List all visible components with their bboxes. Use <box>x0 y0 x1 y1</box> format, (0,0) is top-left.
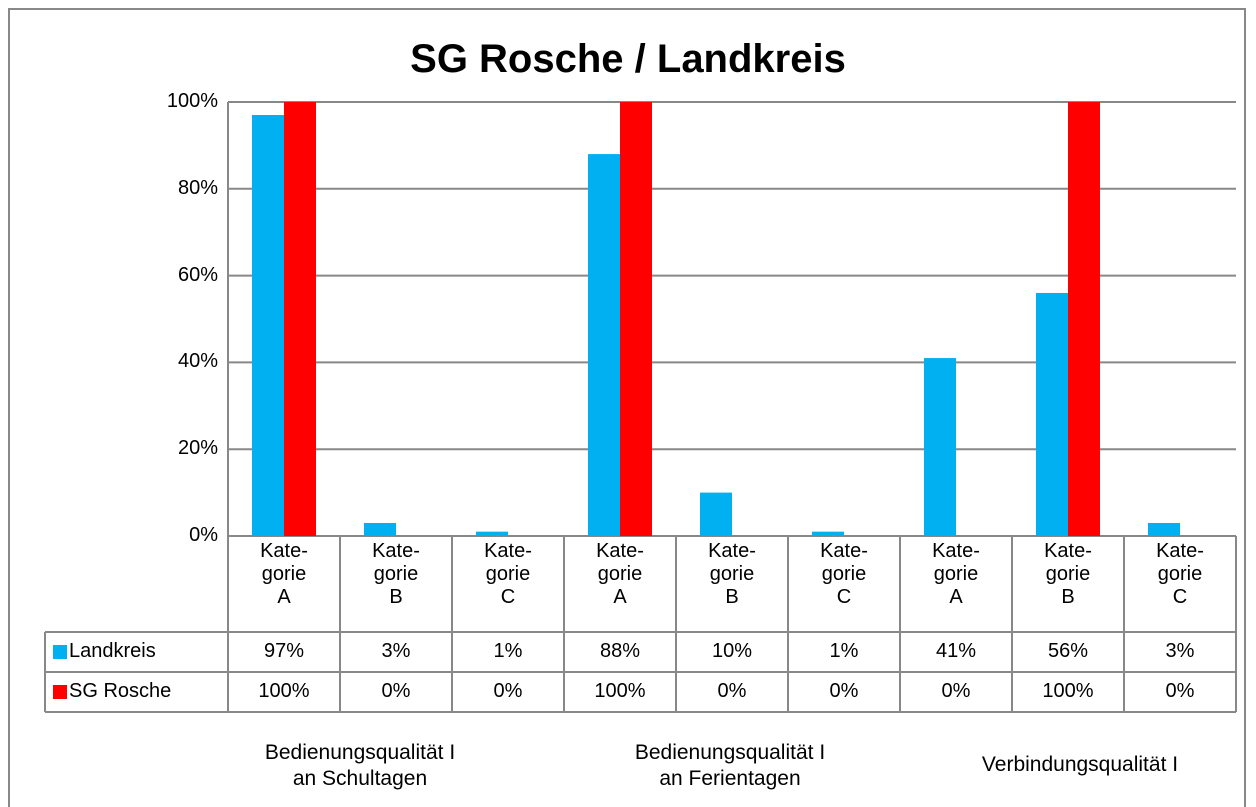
x-tick-label: Kate- gorie A <box>260 540 308 608</box>
y-tick-label: 100% <box>166 90 218 112</box>
y-tick-label: 20% <box>177 437 218 460</box>
x-tick-label: Kate- gorie A <box>596 540 644 608</box>
legend-label: Landkreis <box>69 640 156 662</box>
table-value: 0% <box>941 680 971 702</box>
bar <box>700 492 732 536</box>
chart-title: SG Rosche / Landkreis <box>410 37 846 81</box>
bar <box>1068 102 1100 536</box>
y-tick-label: 80% <box>177 176 218 199</box>
table-value: 0% <box>1165 680 1195 702</box>
bar <box>476 531 508 536</box>
table-value: 0% <box>381 680 411 702</box>
x-tick-label: Kate- gorie B <box>1044 540 1092 608</box>
group-label: Bedienungsqualität I an Ferientagen <box>634 741 826 790</box>
legend-swatch <box>53 685 67 699</box>
x-tick-label: Kate- gorie B <box>372 540 420 608</box>
y-tick-label: 0% <box>189 524 218 546</box>
table-value: 10% <box>711 640 753 662</box>
table-value: 1% <box>493 640 523 662</box>
x-tick-label: Kate- gorie B <box>708 540 756 608</box>
y-tick-label: 60% <box>177 263 218 286</box>
legend-label: SG Rosche <box>69 680 172 702</box>
bar <box>284 102 316 536</box>
table-value: 97% <box>263 640 305 662</box>
bar <box>252 115 284 537</box>
table-value: 1% <box>829 640 859 662</box>
bar <box>924 358 956 536</box>
table-value: 0% <box>493 680 523 702</box>
bar <box>620 102 652 536</box>
x-tick-label: Kate- gorie C <box>1156 540 1204 608</box>
table-value: 100% <box>1042 680 1094 702</box>
bar <box>1036 292 1068 536</box>
table-value: 0% <box>717 680 747 702</box>
x-tick-label: Kate- gorie A <box>932 540 980 608</box>
table-value: 88% <box>599 640 641 662</box>
table-value: 100% <box>258 680 310 702</box>
table-value: 100% <box>594 680 646 702</box>
x-tick-label: Kate- gorie C <box>820 540 868 608</box>
table-value: 56% <box>1047 640 1089 662</box>
table-value: 3% <box>1165 640 1195 662</box>
legend-swatch <box>53 645 67 659</box>
table-value: 41% <box>935 640 977 662</box>
bar <box>812 531 844 536</box>
bar <box>1148 522 1180 536</box>
group-label: Bedienungsqualität I an Schultagen <box>264 741 456 790</box>
x-tick-label: Kate- gorie C <box>484 540 532 608</box>
group-label: Verbindungsqualität I <box>981 753 1179 776</box>
y-tick-label: 40% <box>177 350 218 373</box>
table-value: 3% <box>381 640 411 662</box>
bar <box>588 154 620 536</box>
bar <box>364 522 396 536</box>
chart-frame <box>8 8 1246 807</box>
table-value: 0% <box>829 680 859 702</box>
